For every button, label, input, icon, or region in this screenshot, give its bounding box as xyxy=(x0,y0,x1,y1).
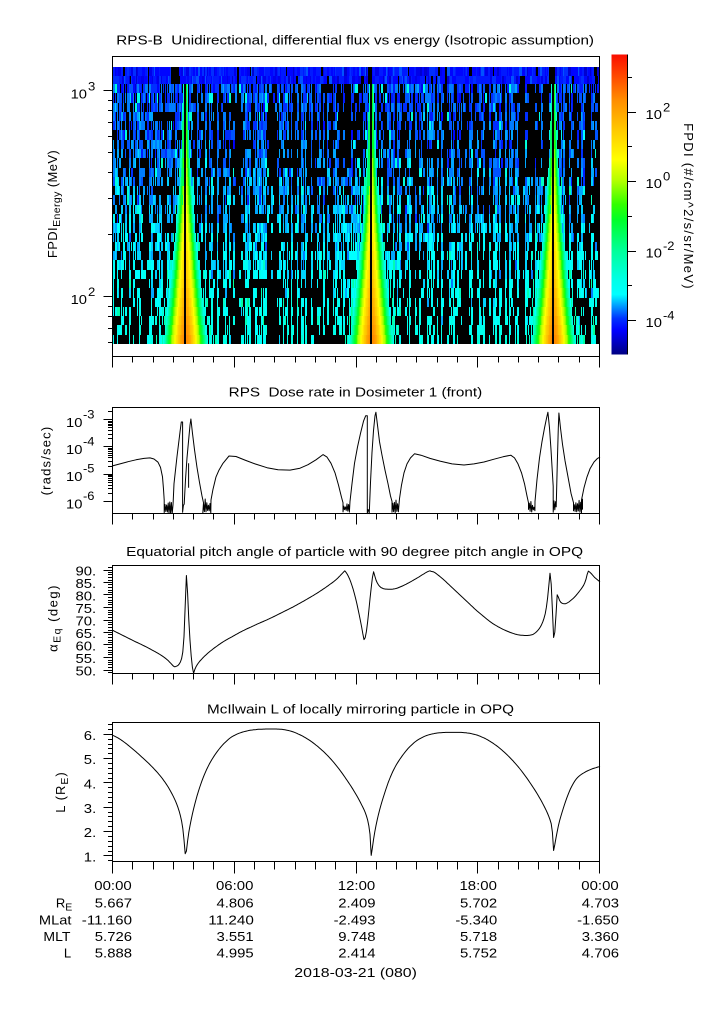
svg-text:MLT: MLT xyxy=(43,929,70,944)
svg-text:-2.493: -2.493 xyxy=(334,913,376,928)
svg-text:90.: 90. xyxy=(76,564,97,579)
svg-text:10: 10 xyxy=(646,176,662,191)
svg-text:RPS Dose rate in Dosimeter 1: RPS Dose rate in Dosimeter 1 (front) xyxy=(229,385,482,400)
svg-text:-4: -4 xyxy=(83,437,95,449)
svg-text:10: 10 xyxy=(66,442,82,457)
svg-text:2.: 2. xyxy=(84,825,96,840)
svg-text:10: 10 xyxy=(66,415,82,430)
svg-text:5.726: 5.726 xyxy=(95,929,132,944)
svg-text:2018-03-21 (080): 2018-03-21 (080) xyxy=(294,965,417,980)
svg-text:αEq (deg): αEq (deg) xyxy=(46,584,64,652)
svg-text:Equatorial pitch angle of part: Equatorial pitch angle of particle with … xyxy=(126,544,583,559)
svg-text:2: 2 xyxy=(88,287,95,299)
svg-text:50.: 50. xyxy=(76,664,97,679)
svg-text:5.702: 5.702 xyxy=(460,896,497,911)
svg-text:10: 10 xyxy=(66,469,82,484)
svg-text:5.718: 5.718 xyxy=(460,929,497,944)
svg-text:5.667: 5.667 xyxy=(95,896,132,911)
svg-text:12:00: 12:00 xyxy=(338,878,375,893)
svg-text:5.752: 5.752 xyxy=(460,946,497,961)
svg-text:MLat: MLat xyxy=(39,913,72,928)
svg-text:1.: 1. xyxy=(84,849,96,864)
svg-text:10: 10 xyxy=(646,315,662,330)
svg-text:5.888: 5.888 xyxy=(95,946,132,961)
svg-text:70.: 70. xyxy=(76,614,97,629)
svg-text:00:00: 00:00 xyxy=(94,878,131,893)
svg-text:5.: 5. xyxy=(84,752,96,767)
svg-text:-5: -5 xyxy=(83,464,95,476)
svg-text:2: 2 xyxy=(663,102,670,114)
svg-text:FPDIEnergy (MeV): FPDIEnergy (MeV) xyxy=(45,150,63,258)
svg-text:-6: -6 xyxy=(83,491,95,503)
svg-text:18:00: 18:00 xyxy=(460,878,497,893)
svg-text:4.706: 4.706 xyxy=(582,946,619,961)
svg-text:10: 10 xyxy=(66,496,82,511)
svg-text:10: 10 xyxy=(71,292,87,307)
svg-text:-3: -3 xyxy=(83,409,95,421)
svg-text:60.: 60. xyxy=(76,639,97,654)
svg-text:3: 3 xyxy=(88,82,95,94)
svg-text:10: 10 xyxy=(646,107,662,122)
svg-text:2.409: 2.409 xyxy=(338,896,375,911)
svg-text:4.: 4. xyxy=(84,776,96,791)
svg-text:-2: -2 xyxy=(663,241,675,253)
svg-text:06:00: 06:00 xyxy=(216,878,253,893)
svg-text:0: 0 xyxy=(663,172,670,184)
svg-text:10: 10 xyxy=(646,246,662,261)
svg-text:3.551: 3.551 xyxy=(217,929,254,944)
svg-text:4.703: 4.703 xyxy=(582,896,619,911)
svg-text:L: L xyxy=(64,946,71,961)
svg-text:4.806: 4.806 xyxy=(217,896,254,911)
svg-text:-5.340: -5.340 xyxy=(455,913,497,928)
svg-text:55.: 55. xyxy=(76,651,97,666)
svg-text:L (RE): L (RE) xyxy=(53,771,71,812)
svg-text:75.: 75. xyxy=(76,601,97,616)
svg-text:-4: -4 xyxy=(663,311,675,323)
svg-text:R: R xyxy=(56,896,65,911)
svg-text:RPS-B Unidirectional, differe: RPS-B Unidirectional, differential flux … xyxy=(116,33,594,48)
svg-text:4.995: 4.995 xyxy=(217,946,254,961)
svg-text:85.: 85. xyxy=(76,576,97,591)
svg-text:McIlwain L of locally mirrorin: McIlwain L of locally mirroring particle… xyxy=(207,702,514,717)
svg-text:00:00: 00:00 xyxy=(581,878,618,893)
svg-text:65.: 65. xyxy=(76,626,97,641)
svg-text:E: E xyxy=(65,902,72,914)
svg-text:3.: 3. xyxy=(84,801,96,816)
svg-text:80.: 80. xyxy=(76,589,97,604)
svg-text:-1.650: -1.650 xyxy=(577,913,619,928)
svg-text:11.240: 11.240 xyxy=(208,913,254,928)
svg-text:FPDI (#/cm^2/s/sr/MeV): FPDI (#/cm^2/s/sr/MeV) xyxy=(681,123,696,290)
svg-text:-11.160: -11.160 xyxy=(82,913,132,928)
svg-text:6.: 6. xyxy=(84,728,96,743)
svg-text:(rads/sec): (rads/sec) xyxy=(39,426,54,496)
svg-text:9.748: 9.748 xyxy=(338,929,375,944)
svg-text:10: 10 xyxy=(71,87,87,102)
svg-text:3.360: 3.360 xyxy=(582,929,619,944)
svg-text:2.414: 2.414 xyxy=(338,946,375,961)
